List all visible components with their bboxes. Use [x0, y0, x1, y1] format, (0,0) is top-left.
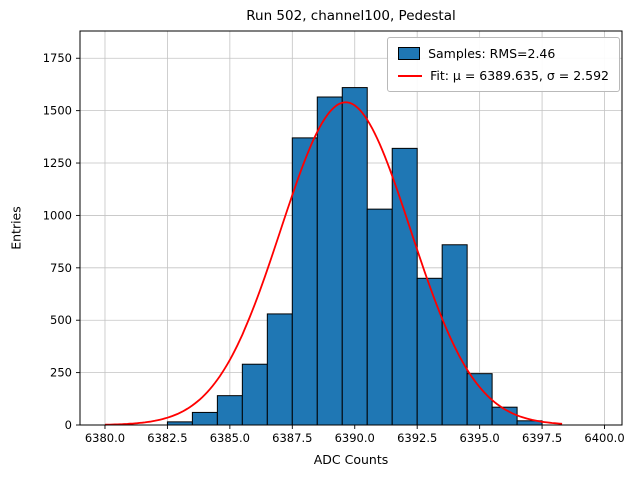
histogram-bar: [466, 373, 493, 426]
histogram-swatch: [398, 47, 421, 60]
y-tick-label: 250: [50, 366, 72, 380]
histogram-bar: [341, 87, 368, 426]
histogram-bar: [291, 137, 318, 426]
y-tick-label: 1750: [43, 51, 72, 65]
y-tick-label: 750: [50, 261, 72, 275]
y-tick-label: 1250: [43, 156, 72, 170]
x-tick-label: 6397.5: [522, 431, 562, 445]
histogram-bar: [191, 411, 218, 426]
legend-label-fit: Fit: μ = 6389.635, σ = 2.592: [430, 68, 609, 83]
x-tick-label: 6387.5: [272, 431, 312, 445]
histogram-bar: [366, 208, 393, 426]
legend: Samples: RMS=2.46 Fit: μ = 6389.635, σ =…: [387, 37, 620, 92]
x-axis-label: ADC Counts: [313, 452, 389, 467]
x-tick-label: 6392.5: [397, 431, 437, 445]
x-tick-label: 6385.0: [210, 431, 250, 445]
legend-label-samples: Samples: RMS=2.46: [428, 46, 556, 61]
y-tick-label: 500: [50, 313, 72, 327]
fit-line-swatch: [398, 74, 423, 77]
histogram-bar: [316, 96, 343, 426]
histogram-bar: [266, 313, 293, 426]
fit-curve: [104, 101, 563, 426]
y-tick-label: 1000: [43, 208, 72, 222]
x-tick-label: 6390.0: [335, 431, 375, 445]
y-tick-label: 0: [65, 418, 72, 432]
histogram-bar: [416, 277, 443, 426]
histogram-bar: [391, 147, 418, 426]
x-tick-label: 6382.5: [147, 431, 187, 445]
histogram-bar: [441, 244, 468, 426]
legend-item-samples: Samples: RMS=2.46: [398, 46, 609, 61]
x-tick-label: 6400.0: [584, 431, 624, 445]
y-axis-label: Entries: [8, 206, 24, 250]
y-tick-label: 1500: [43, 104, 72, 118]
x-tick-label: 6395.0: [460, 431, 500, 445]
chart-title: Run 502, channel100, Pedestal: [246, 8, 456, 24]
histogram-bar: [241, 363, 268, 426]
legend-item-fit: Fit: μ = 6389.635, σ = 2.592: [398, 68, 609, 83]
axes-spines: [79, 30, 623, 426]
histogram-bar: [216, 395, 243, 426]
x-tick-label: 6380.0: [85, 431, 125, 445]
